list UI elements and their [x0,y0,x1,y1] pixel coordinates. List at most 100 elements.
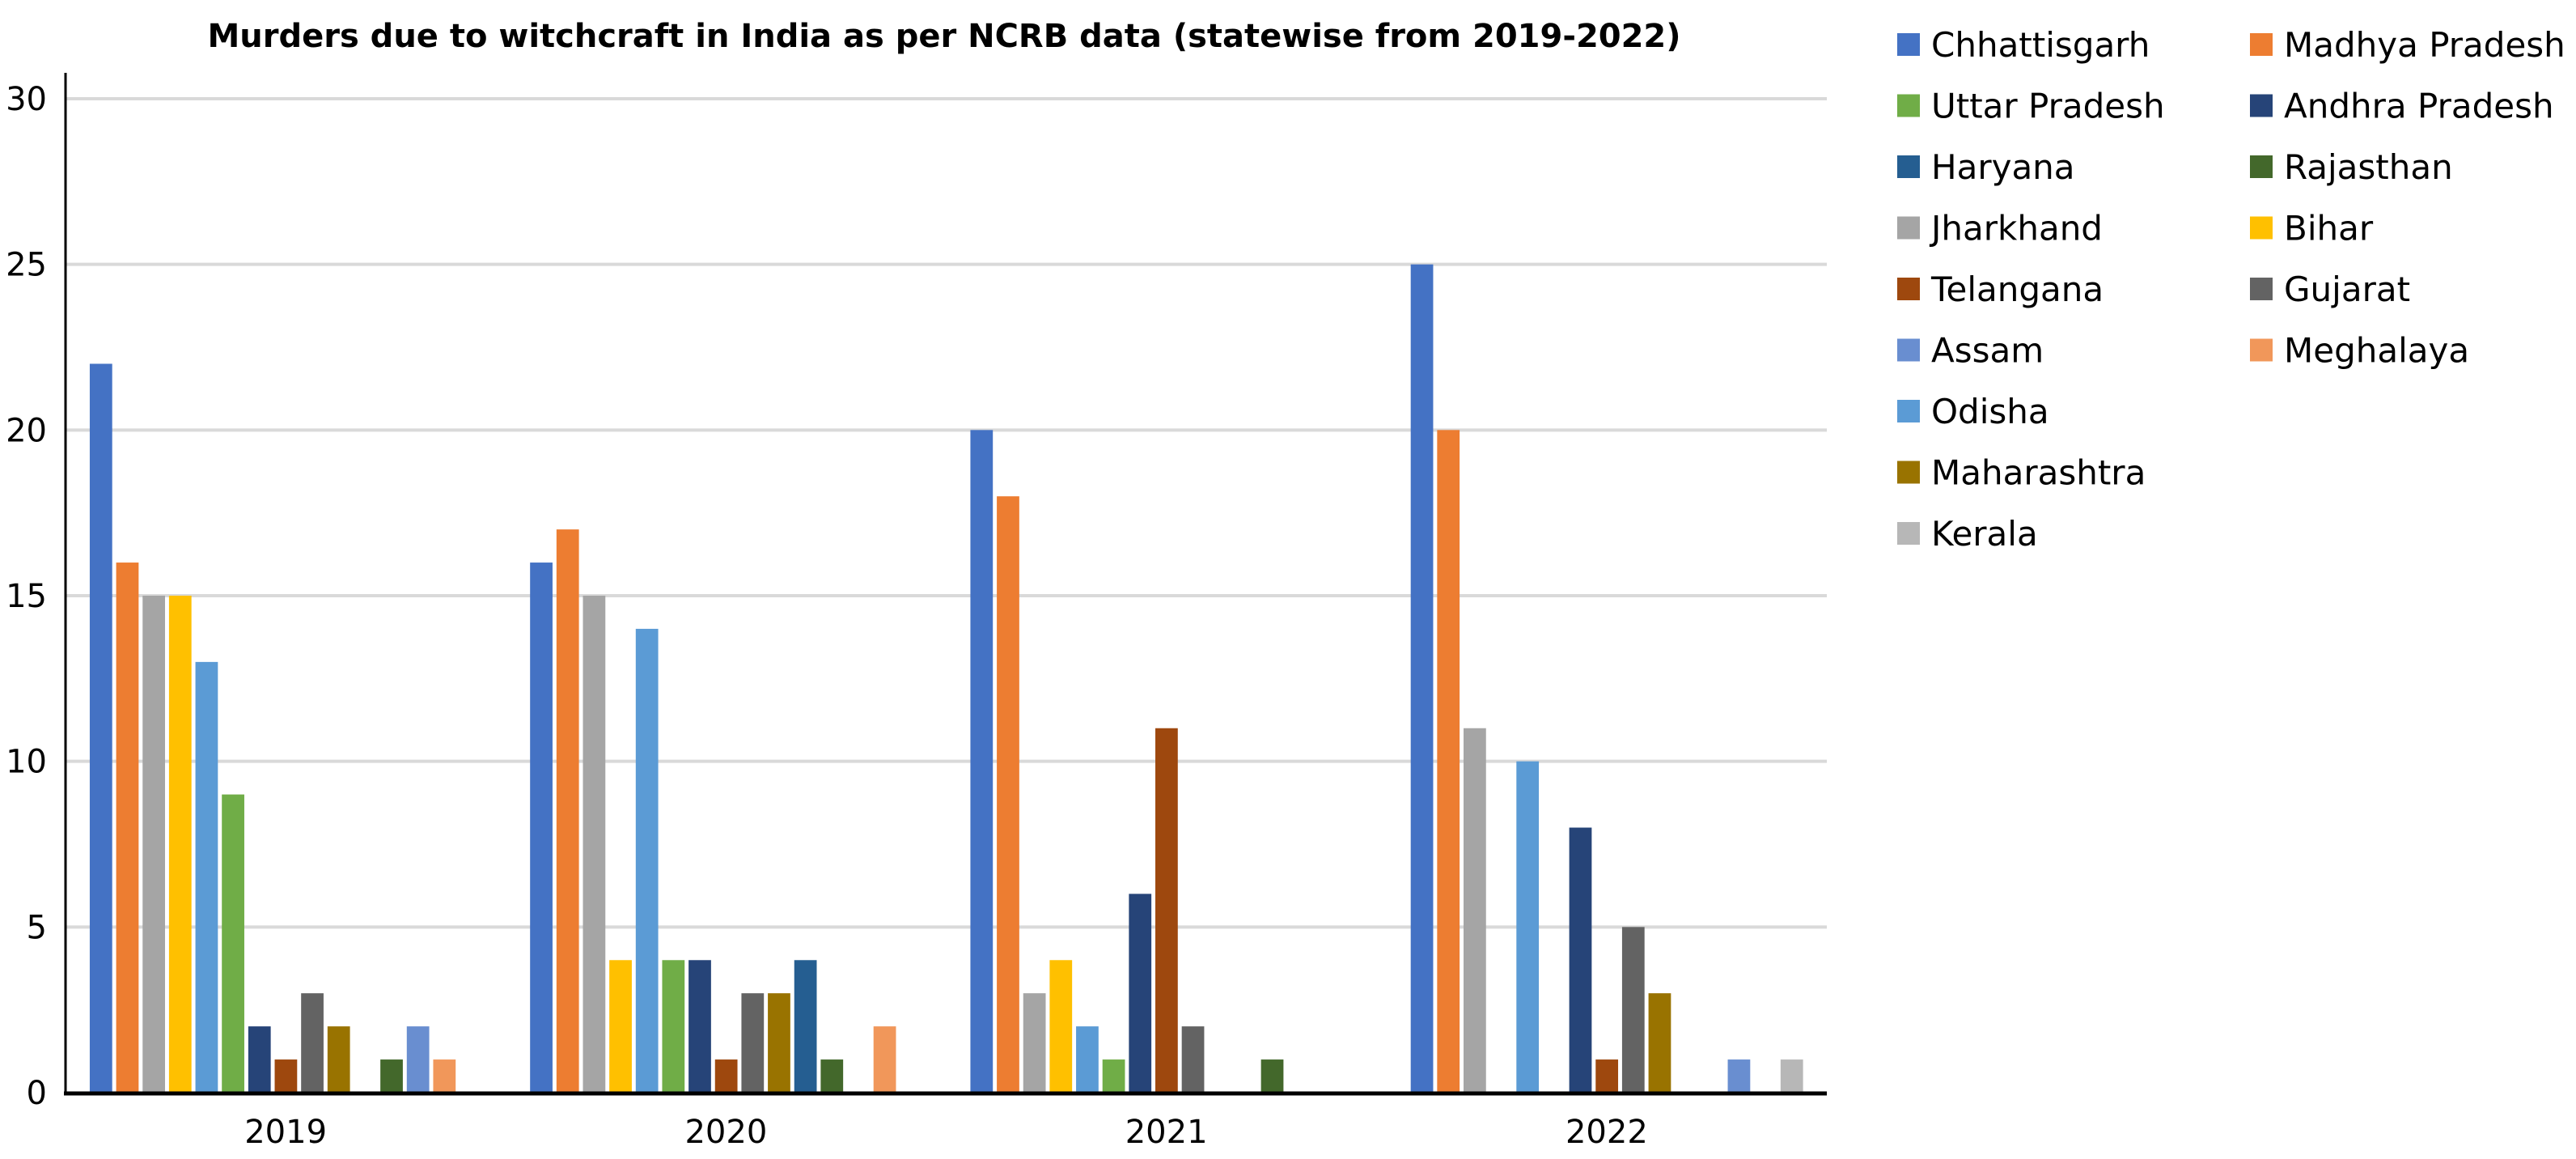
bar-rajasthan-2021 [1260,1059,1284,1093]
legend-swatch [1897,278,1920,300]
bar-rajasthan-2019 [380,1059,403,1093]
bar-telangana-2021 [1155,728,1178,1093]
bar-jharkhand-2022 [1463,728,1486,1093]
y-tick-label: 10 [6,744,47,781]
legend-item: Jharkhand [1897,209,2103,248]
legend-label: Jharkhand [1929,209,2103,248]
gridlines [66,97,1827,929]
legend-label: Maharashtra [1931,453,2146,493]
y-tick-label: 30 [6,81,47,118]
legend-swatch [2250,278,2273,300]
bar-uttar-pradesh-2019 [222,794,244,1093]
bar-assam-2022 [1727,1059,1751,1093]
legend-item: Chhattisgarh [1897,25,2150,65]
y-tick-label: 20 [6,412,47,449]
x-tick-label: 2020 [684,1114,767,1151]
legend-swatch [1897,338,1920,362]
legend-swatch [1897,94,1920,117]
legend-label: Uttar Pradesh [1931,87,2165,126]
legend-label: Odisha [1931,392,2049,431]
bar-chhattisgarh-2021 [970,430,994,1093]
legend-label: Bihar [2284,209,2374,248]
legend-swatch [1897,216,1920,240]
bar-gujarat-2022 [1621,927,1645,1093]
bar-andhra-pradesh-2022 [1569,827,1592,1093]
legend-label: Rajasthan [2284,147,2453,187]
legend-label: Gujarat [2284,270,2410,309]
bar-madhya-pradesh-2019 [116,563,139,1093]
legend-item: Haryana [1897,147,2075,187]
y-tick-label: 0 [27,1075,47,1112]
bar-chhattisgarh-2022 [1410,264,1434,1093]
bar-meghalaya-2019 [433,1059,456,1093]
legend-item: Andhra Pradesh [2250,87,2554,126]
y-tick-label: 25 [6,247,47,284]
bar-rajasthan-2020 [820,1059,844,1093]
bar-andhra-pradesh-2020 [688,960,711,1093]
bar-madhya-pradesh-2022 [1437,430,1460,1093]
legend-swatch [2250,155,2273,178]
x-axis-ticks: 2019 2020 2021 2022 [244,1114,1648,1151]
legend: Chhattisgarh Uttar Pradesh Haryana Jharkhan… [1897,25,2565,554]
bar-odisha-2020 [635,628,659,1093]
legend-item: Meghalaya [2250,331,2469,371]
chart-title: Murders due to witchcraft in India as pe… [207,18,1680,55]
bar-kerala-2022 [1780,1059,1803,1093]
bar-telangana-2022 [1595,1059,1619,1093]
legend-swatch [1897,461,1920,484]
legend-label: Assam [1931,331,2044,371]
bar-jharkhand-2021 [1023,993,1046,1093]
legend-swatch [2250,33,2273,56]
legend-item: Bihar [2250,209,2374,248]
bar-madhya-pradesh-2021 [997,496,1019,1093]
legend-item: Maharashtra [1897,453,2146,493]
bar-maharashtra-2019 [327,1026,350,1093]
legend-label: Chhattisgarh [1931,25,2150,65]
bar-maharashtra-2020 [768,993,790,1093]
bar-andhra-pradesh-2019 [248,1026,271,1093]
legend-item: Rajasthan [2250,147,2453,187]
legend-swatch [1897,155,1920,178]
legend-swatch [2250,94,2273,117]
bar-assam-2019 [406,1026,430,1093]
bars [89,264,1803,1093]
y-tick-label: 5 [27,909,47,946]
legend-swatch [1897,522,1920,545]
bar-gujarat-2021 [1181,1026,1205,1093]
bar-chhattisgarh-2019 [89,363,112,1093]
legend-swatch [2250,216,2273,240]
bar-madhya-pradesh-2020 [556,529,579,1093]
bar-gujarat-2020 [741,993,765,1093]
legend-item: Madhya Pradesh [2250,25,2565,65]
legend-swatch [2250,338,2273,362]
bar-maharashtra-2022 [1648,993,1671,1093]
bar-telangana-2020 [714,1059,738,1093]
legend-label: Meghalaya [2284,331,2469,371]
bar-uttar-pradesh-2021 [1102,1059,1125,1093]
legend-item: Gujarat [2250,270,2410,309]
bar-haryana-2020 [794,960,817,1093]
y-tick-label: 15 [6,578,47,615]
bar-uttar-pradesh-2020 [662,960,685,1093]
bar-bihar-2019 [168,596,192,1093]
legend-swatch [1897,400,1920,422]
bar-bihar-2020 [609,960,632,1093]
bar-odisha-2019 [195,661,218,1093]
x-tick-label: 2021 [1125,1114,1208,1151]
bar-odisha-2022 [1516,761,1540,1093]
legend-item: Kerala [1897,514,2038,554]
bar-odisha-2021 [1076,1026,1099,1093]
bar-gujarat-2019 [301,993,324,1093]
bar-bihar-2021 [1049,960,1073,1093]
legend-label: Madhya Pradesh [2284,25,2565,65]
bar-telangana-2019 [274,1059,298,1093]
legend-label: Haryana [1931,147,2075,187]
bar-jharkhand-2020 [583,596,606,1093]
legend-item: Odisha [1897,392,2049,431]
legend-item: Assam [1897,331,2044,371]
legend-label: Kerala [1931,514,2038,554]
bar-jharkhand-2019 [142,596,166,1093]
y-axis-ticks: 0 5 10 15 20 25 30 [6,81,47,1112]
bar-chhattisgarh-2020 [530,563,553,1093]
